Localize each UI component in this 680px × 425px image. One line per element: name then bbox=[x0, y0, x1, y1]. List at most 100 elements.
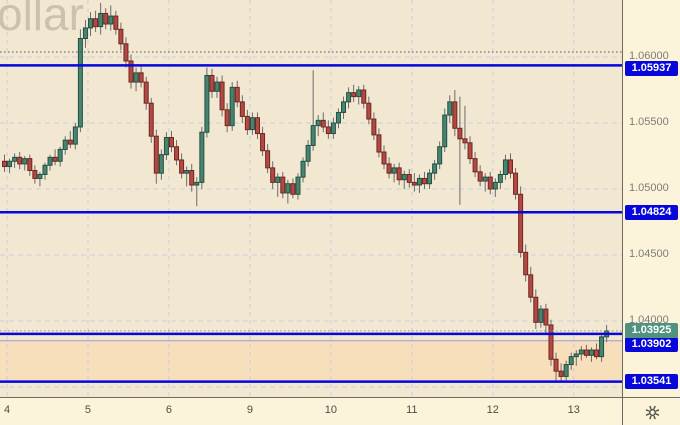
candle-body-down bbox=[118, 28, 124, 45]
candle-body-down bbox=[234, 86, 240, 103]
candle bbox=[467, 136, 473, 164]
candle-body-down bbox=[553, 358, 559, 372]
candle-body-down bbox=[361, 89, 367, 104]
candle bbox=[280, 171, 286, 199]
candle-body-down bbox=[487, 176, 493, 190]
level-price-label: 1.03541 bbox=[625, 374, 678, 390]
candle-body-down bbox=[583, 349, 589, 356]
candle-body-down bbox=[280, 176, 286, 194]
candle bbox=[17, 152, 23, 170]
candle bbox=[2, 154, 7, 172]
candle-body-down bbox=[67, 139, 73, 145]
candle-body-down bbox=[143, 81, 149, 104]
candle-body-up bbox=[578, 349, 584, 355]
candle-body-up bbox=[442, 114, 448, 148]
candle-body-down bbox=[17, 156, 23, 165]
candle bbox=[98, 2, 104, 35]
time-axis[interactable]: 4 5 6 9 10 11 12 13 bbox=[0, 397, 622, 425]
candle bbox=[432, 159, 438, 180]
time-axis-label: 13 bbox=[567, 404, 580, 416]
candle-body-up bbox=[7, 160, 13, 168]
gear-icon bbox=[645, 405, 659, 419]
time-axis-label: 10 bbox=[324, 404, 337, 416]
candle bbox=[594, 343, 600, 360]
candle bbox=[42, 162, 48, 180]
candle bbox=[270, 161, 276, 189]
level-price-label: 1.03902 bbox=[625, 337, 678, 353]
candle bbox=[538, 305, 544, 328]
candle-body-up bbox=[573, 353, 579, 358]
candle bbox=[315, 115, 321, 137]
time-axis-label: 9 bbox=[246, 404, 253, 416]
candle bbox=[128, 54, 134, 89]
candle bbox=[108, 5, 114, 31]
candle bbox=[341, 96, 347, 120]
candle bbox=[558, 363, 564, 382]
candle-body-down bbox=[244, 115, 250, 131]
candle-body-down bbox=[148, 102, 154, 137]
candle bbox=[487, 171, 493, 195]
candle bbox=[113, 10, 119, 35]
candle-body-up bbox=[184, 170, 190, 174]
current-price-label: 1.03925 bbox=[625, 323, 678, 339]
price-axis-tick-label: 1.06000 bbox=[629, 50, 669, 63]
candle-body-up bbox=[315, 119, 321, 127]
candle bbox=[583, 344, 589, 358]
candle bbox=[249, 112, 255, 135]
candle bbox=[32, 165, 38, 184]
candle bbox=[7, 158, 13, 174]
candle bbox=[158, 149, 164, 180]
candle-body-up bbox=[391, 167, 397, 174]
candle-body-up bbox=[432, 163, 438, 174]
chart-plot-area[interactable] bbox=[0, 0, 622, 397]
candle bbox=[168, 130, 174, 153]
candle bbox=[194, 177, 200, 207]
candle-body-down bbox=[260, 133, 266, 152]
candle bbox=[578, 346, 584, 361]
candle-body-up bbox=[416, 177, 422, 186]
candle-body-down bbox=[113, 15, 119, 30]
level-price-label: 1.04824 bbox=[625, 204, 678, 220]
candle bbox=[93, 10, 99, 32]
candle-body-up bbox=[37, 173, 43, 179]
candle-body-up bbox=[588, 349, 594, 356]
price-axis[interactable]: 1.06000 1.05500 1.05000 1.04500 1.04000 1.059… bbox=[622, 0, 680, 398]
candle bbox=[209, 68, 215, 98]
demand-zone[interactable] bbox=[0, 340, 622, 382]
time-axis-label: 11 bbox=[406, 404, 418, 416]
candle-body-down bbox=[467, 142, 473, 160]
candle-body-down bbox=[472, 158, 478, 173]
candle bbox=[148, 97, 154, 143]
candle bbox=[179, 153, 185, 179]
candle-body-up bbox=[285, 183, 291, 194]
candle bbox=[497, 170, 503, 189]
candle-body-up bbox=[341, 101, 347, 113]
candle-body-down bbox=[2, 160, 7, 168]
candle bbox=[143, 76, 149, 110]
candle bbox=[234, 80, 240, 108]
candle-body-up bbox=[563, 364, 569, 377]
candle bbox=[77, 29, 83, 133]
candle bbox=[224, 103, 230, 133]
candle bbox=[138, 66, 144, 88]
candle-body-down bbox=[320, 119, 326, 128]
chart-settings-button[interactable] bbox=[622, 397, 680, 425]
candle bbox=[82, 20, 88, 48]
candle-body-up bbox=[214, 81, 220, 92]
candle bbox=[320, 112, 326, 133]
candle bbox=[381, 145, 387, 170]
candle bbox=[290, 178, 296, 199]
candle-body-down bbox=[123, 43, 129, 62]
candle-body-down bbox=[386, 163, 392, 174]
candle bbox=[67, 130, 73, 149]
candle-body-up bbox=[22, 158, 28, 165]
candle bbox=[346, 87, 352, 109]
candle bbox=[260, 126, 266, 156]
candle bbox=[543, 303, 549, 335]
candle bbox=[199, 126, 205, 189]
candle-body-down bbox=[265, 150, 271, 169]
candle-body-up bbox=[427, 172, 433, 185]
candle-body-down bbox=[52, 156, 58, 162]
candle bbox=[518, 186, 524, 258]
